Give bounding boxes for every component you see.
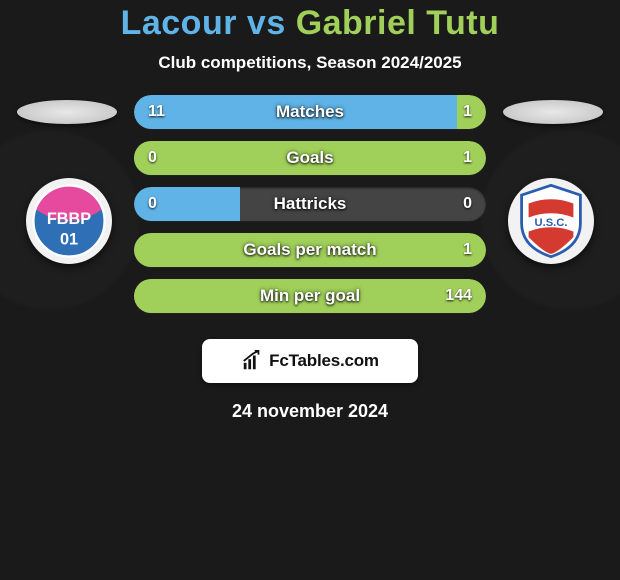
left-slot [12,187,122,221]
stat-bar: 1Goals per match [134,233,486,267]
right-slot [498,141,608,175]
bar-fill-left [134,95,457,129]
stat-bar: 144Min per goal [134,279,486,313]
content: Lacour vs Gabriel Tutu Club competitions… [0,0,620,422]
bar-fill-right [457,95,486,129]
title-player1: Lacour [121,4,237,42]
stat-row: 144Min per goal [12,279,608,313]
watermark-text: FcTables.com [269,351,379,371]
chart-icon [241,350,263,372]
right-slot [498,233,608,267]
stat-row: 1Goals per match [12,233,608,267]
page-title: Lacour vs Gabriel Tutu [121,4,500,43]
bar-fill-left [134,187,240,221]
stat-bar: 111Matches [134,95,486,129]
stat-bar: 01Goals [134,141,486,175]
comparison-infographic: Lacour vs Gabriel Tutu Club competitions… [0,0,620,580]
stat-rows: 111Matches 01Goals 00Hattricks 1Goals per m… [12,95,608,325]
stat-row: 01Goals [12,141,608,175]
left-slot [12,141,122,175]
subtitle: Club competitions, Season 2024/2025 [158,53,461,73]
bar-fill-right [134,279,486,313]
stat-bar: 00Hattricks [134,187,486,221]
stat-row: 00Hattricks [12,187,608,221]
player-ellipse-icon [503,100,603,124]
title-vs: vs [247,4,286,42]
watermark: FcTables.com [202,339,418,383]
player-ellipse-icon [17,100,117,124]
right-slot [498,187,608,221]
stat-row: 111Matches [12,95,608,129]
left-slot [12,279,122,313]
bar-fill-right [134,233,486,267]
right-slot [498,279,608,313]
left-slot [12,95,122,129]
title-player2: Gabriel Tutu [296,4,500,42]
stat-value-right: 0 [463,187,472,221]
right-slot [498,95,608,129]
bar-fill-right [134,141,486,175]
date-text: 24 november 2024 [232,401,388,422]
left-slot [12,233,122,267]
